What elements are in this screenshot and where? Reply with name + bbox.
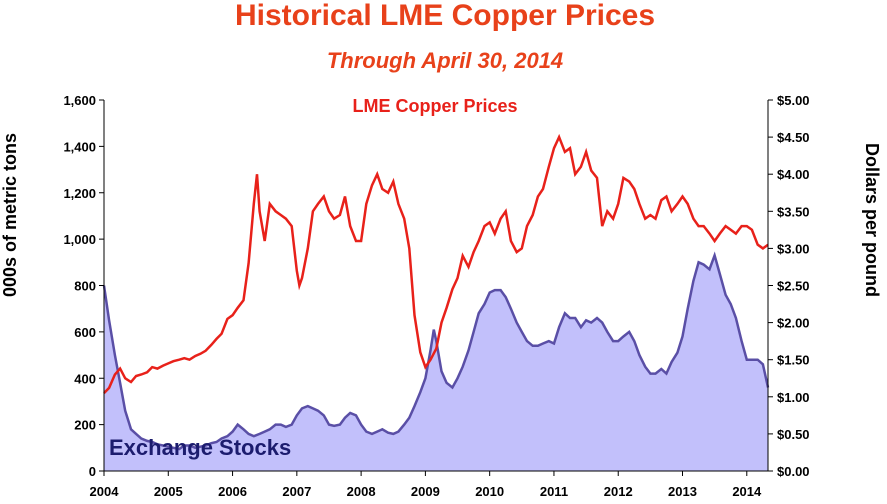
x-tick-label: 2009 [411,484,440,499]
left-tick-label: 1,400 [63,139,96,154]
x-axis-ticks: 2004 2005 2006 2007 2008 2009 2010 2011 2012 2013… [90,471,762,499]
copper-price-series-label: LME Copper Prices [352,96,517,116]
chart-subtitle: Through April 30, 2014 [327,48,563,73]
exchange-stocks-area [104,255,768,471]
right-axis-title: Dollars per pound [862,143,882,297]
exchange-stocks-series-label: Exchange Stocks [109,435,291,460]
chart-title: Historical LME Copper Prices [235,0,655,32]
right-tick-label: $0.50 [777,427,810,442]
x-tick-label: 2007 [282,484,311,499]
right-tick-label: $3.50 [777,204,810,219]
left-tick-label: 0 [89,464,96,479]
left-tick-label: 1,200 [63,186,96,201]
left-tick-label: 800 [74,279,96,294]
left-axis-ticks: 0 200 400 600 800 1,000 1,200 1,400 1,600 [63,93,104,479]
x-tick-label: 2014 [732,484,762,499]
right-tick-label: $1.00 [777,390,810,405]
x-tick-label: 2012 [604,484,633,499]
x-tick-label: 2005 [154,484,183,499]
copper-price-line [103,133,769,394]
right-tick-label: $2.50 [777,279,810,294]
right-tick-label: $3.00 [777,241,810,256]
right-axis-ticks: $0.00 $0.50 $1.00 $1.50 $2.00 $2.50 $3.00 $3.50… [768,93,810,479]
x-tick-label: 2013 [668,484,697,499]
left-tick-label: 400 [74,371,96,386]
exchange-stocks-line [102,251,770,451]
x-tick-label: 2006 [218,484,247,499]
plot-area [102,133,770,471]
right-tick-label: $4.50 [777,130,810,145]
x-tick-label: 2011 [540,484,568,499]
x-tick-label: 2010 [475,484,504,499]
left-tick-label: 600 [74,325,96,340]
right-tick-label: $0.00 [777,464,810,479]
left-axis-title: 000s of metric tons [0,133,20,297]
x-tick-label: 2004 [90,484,120,499]
left-tick-label: 1,600 [63,93,96,108]
right-tick-label: $2.00 [777,316,810,331]
x-tick-label: 2008 [347,484,376,499]
left-tick-label: 1,000 [63,232,96,247]
right-tick-label: $1.50 [777,353,810,368]
right-tick-label: $5.00 [777,93,810,108]
right-tick-label: $4.00 [777,167,810,182]
left-tick-label: 200 [74,418,96,433]
